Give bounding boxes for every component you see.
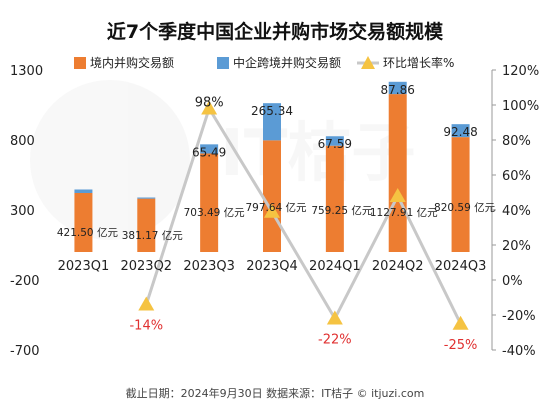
growth-label: -25% [444,338,478,353]
bar-cross-border [263,103,281,141]
category-label: 2023Q2 [120,259,172,274]
category-label: 2023Q3 [183,259,235,274]
bar-cross-border [388,81,407,95]
right-axis-tick-label: 60% [502,169,531,184]
right-axis-tick-label: 100% [502,99,539,114]
left-axis-tick-label: 800 [10,134,35,149]
right-axis-tick-label: -20% [502,309,536,324]
legend-label: 中企跨境并购交易额 [233,55,341,70]
legend-label: 环比增长率% [383,55,454,70]
category-label: 2024Q2 [372,259,424,274]
svg-text:IT桔子: IT桔子 [220,117,415,191]
growth-point [264,203,280,218]
right-axis-tick-label: -40% [502,344,536,359]
left-axis-tick-label: -700 [10,344,40,359]
category-label: 2023Q4 [246,259,298,274]
left-axis-tick-label: 1300 [10,64,43,79]
bar-cross-border [74,189,93,193]
legend-label: 境内并购交易额 [90,55,174,70]
right-axis-tick-label: 120% [502,64,539,79]
bar-domestic-label: 421.50 亿元 [57,226,119,239]
growth-point [452,315,469,330]
growth-line [138,100,469,330]
growth-point [138,296,155,311]
legend-swatch [217,57,229,69]
right-axis: -40% -20% 0% 20% 40% 60% 80% 100% 120% [491,64,539,359]
right-axis-tick-label: 0% [502,274,523,289]
bar-domestic-label: 759.25 亿元 [311,204,373,217]
bar-domestic [325,145,344,252]
category-labels: 2023Q1 2023Q2 2023Q3 2023Q4 2024Q1 2024Q2 2024… [58,259,487,274]
legend-item: 中企跨境并购交易额 [217,55,341,70]
category-label: 2024Q1 [309,259,361,274]
right-axis-tick-label: 20% [502,239,531,254]
left-axis-tick-label: 300 [10,204,35,219]
chart-title: 近7个季度中国企业并购市场交易额规模 [107,20,444,43]
bar-cross-border [200,144,219,154]
left-axis: -700 -200 300 800 1300 [10,64,43,359]
legend-marker [361,56,375,69]
right-axis-tick-label: 80% [502,134,531,149]
legend-item: 境内并购交易额 [74,55,174,70]
legend: 境内并购交易额 中企跨境并购交易额 环比增长率% [74,55,454,70]
growth-label: 98% [195,96,224,111]
bar-domestic-label: 703.49 亿元 [184,206,246,219]
bar-domestic-label: 1127.91 亿元 [370,206,438,219]
bar-cross-border-label: 92.48 [443,125,477,139]
bar-cross-border [325,136,344,146]
footer-source: 截止日期：2024年9月30日 数据来源：IT桔子 © itjuzi.com [126,386,425,400]
category-label: 2024Q3 [435,259,487,274]
bar-domestic-label: 381.17 亿元 [122,229,184,242]
bar-domestic [451,137,470,252]
bar-domestic [200,153,219,252]
bar-cross-border-label: 265.34 [251,104,293,118]
bar-domestic-label: 820.59 亿元 [434,201,496,214]
bar-cross-border-label: 67.59 [318,137,352,151]
growth-point [326,310,343,325]
bar-domestic [388,94,407,253]
growth-data-labels: -14% 98% -22% -25% [129,96,477,353]
bars [74,81,470,253]
right-axis-tick-label: 40% [502,204,531,219]
bar-cross-border [137,197,156,199]
legend-swatch [74,57,86,69]
growth-label: -22% [318,333,352,348]
bar-domestic [74,192,93,252]
bar-cross-border [451,124,470,138]
legend-item: 环比增长率% [357,55,454,70]
growth-label: -14% [129,319,163,334]
bar-domestic [263,140,281,252]
bar-domestic-label: 797.64 亿元 [245,201,307,214]
left-axis-tick-label: -200 [10,274,40,289]
growth-point [201,100,218,115]
bar-cross-border-label: 87.86 [381,83,415,97]
growth-line-path [144,104,462,325]
category-label: 2023Q1 [58,259,110,274]
bar-domestic [137,198,156,252]
growth-point [389,188,406,202]
bar-cross-border-label: 65.49 [192,145,226,159]
